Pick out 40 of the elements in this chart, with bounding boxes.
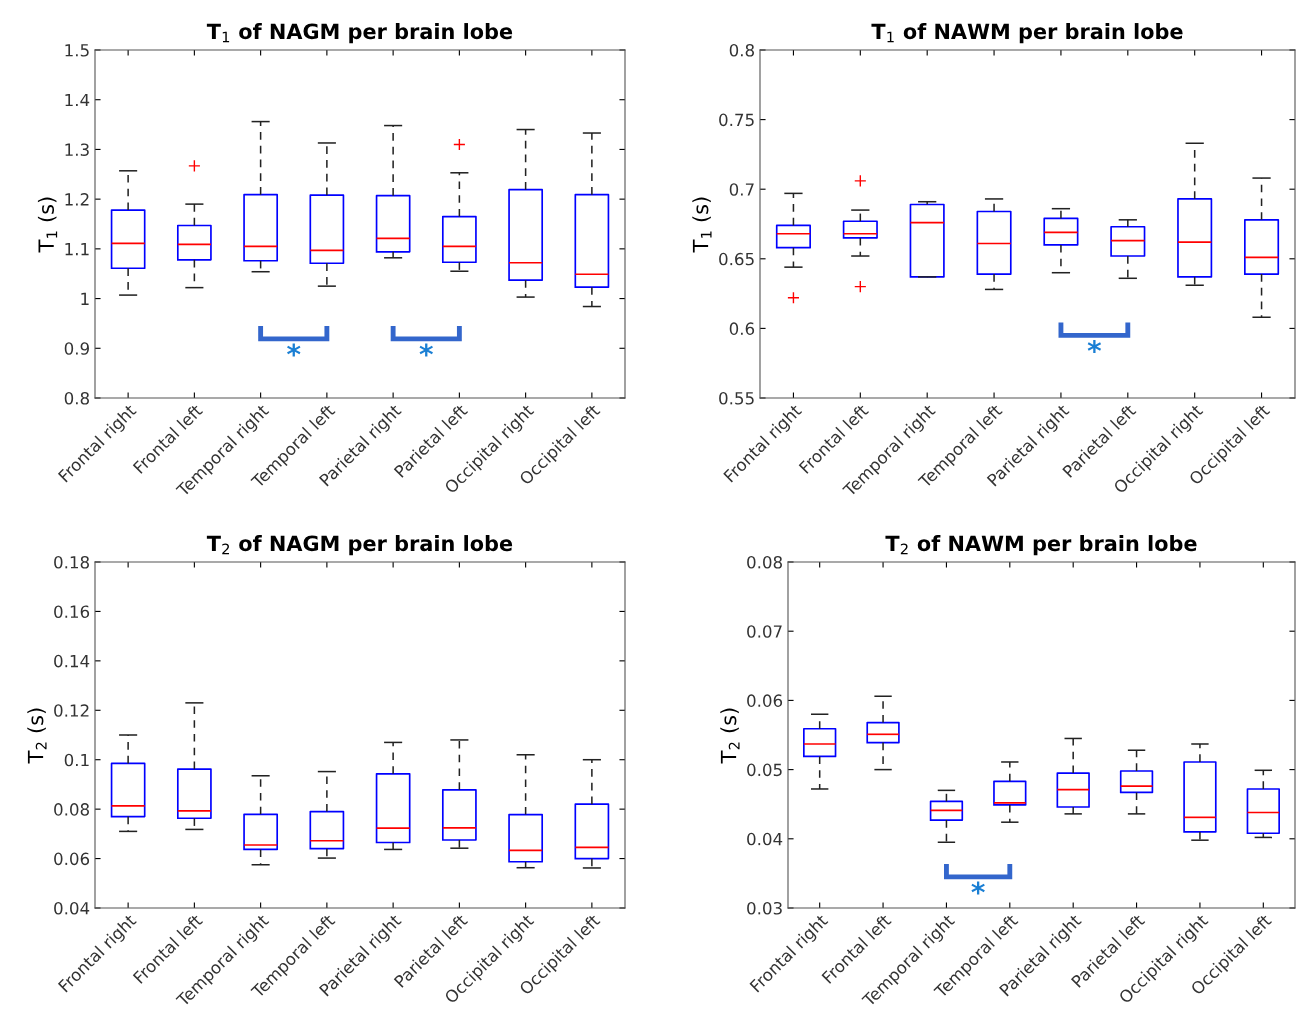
y-tick-label: 1.3 [65,143,89,156]
y-tick-label: 0.06 [54,852,90,866]
y-tick-label: 0.14 [54,654,90,668]
y-tick-label: 0.6 [729,322,755,335]
y-axis-title: T$_{2}$ (s) [27,708,47,764]
y-tick-label: 0.8 [729,43,754,57]
y-tick-label: 1.1 [65,243,89,256]
y-axis-title: T$_{2}$ (s) [720,708,740,764]
y-tick-label: 0.12 [54,704,89,717]
y-tick-label: 0.07 [747,625,782,638]
y-tick-label: 0.75 [719,113,754,127]
y-tick-label: 0.65 [719,252,754,266]
y-tick-label: 0.04 [747,832,783,846]
annotation: * [1087,340,1102,353]
y-axis-title: T$_{1}$ (s) [692,197,712,253]
y-tick-label: 0.9 [64,342,89,355]
y-axis-title: T$_{1}$ (s) [37,197,58,253]
y-tick-label: 1 [81,292,89,305]
chart-title: T$_{1}$ of NAWM per brain lobe [871,23,1183,44]
y-tick-label: 0.18 [54,555,89,569]
y-tick-label: 1.2 [65,193,89,206]
y-tick-label: 0.7 [729,183,754,196]
y-tick-label: 1.5 [65,44,89,57]
y-tick-label: 0.16 [54,605,90,618]
annotation: * [287,343,301,357]
y-tick-label: 0.03 [747,901,782,915]
y-tick-label: 0.1 [64,753,89,767]
y-tick-label: 0.08 [747,555,782,569]
y-tick-label: 0.05 [747,763,782,777]
y-tick-label: 0.06 [747,694,783,707]
y-tick-label: 1.4 [65,93,90,107]
y-tick-label: 0.08 [54,803,89,816]
chart-title: T$_{2}$ of NAGM per brain lobe [206,535,513,556]
chart-title: T$_{1}$ of NAGM per brain lobe [206,23,513,44]
y-tick-label: 0.8 [64,391,89,405]
y-tick-label: 0.55 [719,391,754,405]
annotation: * [971,881,985,895]
y-tick-label: 0.04 [54,901,90,915]
chart-title: T$_{2}$ of NAWM per brain lobe [885,535,1197,556]
annotation: * [419,343,433,357]
